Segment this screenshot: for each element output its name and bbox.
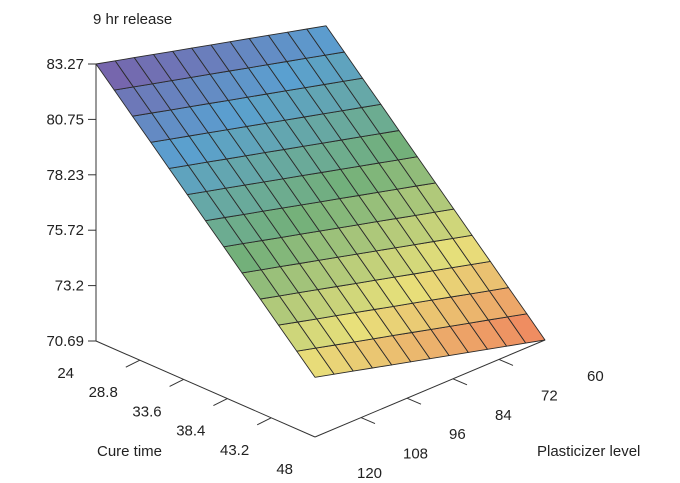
y-tick-label: 96 [449, 426, 466, 443]
x-tick-label: 38.4 [176, 423, 205, 440]
x-tick [169, 378, 184, 387]
y-tick-label: 108 [403, 446, 428, 463]
surface-cell [306, 25, 345, 56]
z-tick-label: 73.2 [55, 278, 84, 295]
x-tick-label: 33.6 [132, 403, 161, 420]
z-tick-label: 78.23 [46, 167, 84, 184]
y-tick [406, 397, 422, 405]
x-tick [213, 398, 228, 407]
y-tick-label: 72 [541, 387, 558, 404]
y-tick [498, 358, 514, 366]
x-tick-label: 43.2 [220, 442, 249, 459]
x-tick-label: 48 [276, 461, 293, 478]
y-tick [452, 378, 468, 386]
surface-mesh [95, 25, 546, 378]
x-tick [125, 359, 141, 368]
z-axis-ticks: 83.27 80.75 78.23 75.72 73.2 70.69 [46, 56, 96, 350]
z-tick-label: 83.27 [46, 56, 84, 73]
x-axis-ticks: 24 28.8 33.6 38.4 43.2 48 [57, 359, 293, 478]
x-tick [256, 417, 272, 426]
y-tick-label: 60 [587, 368, 604, 385]
z-tick-label: 75.72 [46, 222, 84, 239]
y-tick-label: 120 [357, 465, 382, 482]
y-tick-label: 84 [495, 407, 512, 424]
x-axis-title: Cure time [97, 443, 162, 460]
y-axis-title: Plasticizer level [537, 443, 640, 460]
chart-title: 9 hr release [93, 11, 172, 28]
y-axis-ticks: 60 72 84 96 108 120 [357, 358, 604, 482]
y-tick [360, 417, 376, 425]
x-axis-line [95, 340, 316, 438]
y-axis-line [314, 339, 546, 438]
z-tick-label: 80.75 [46, 111, 84, 128]
z-tick-label: 70.69 [46, 333, 84, 350]
x-tick-label: 24 [57, 365, 74, 382]
x-tick-label: 28.8 [89, 384, 118, 401]
